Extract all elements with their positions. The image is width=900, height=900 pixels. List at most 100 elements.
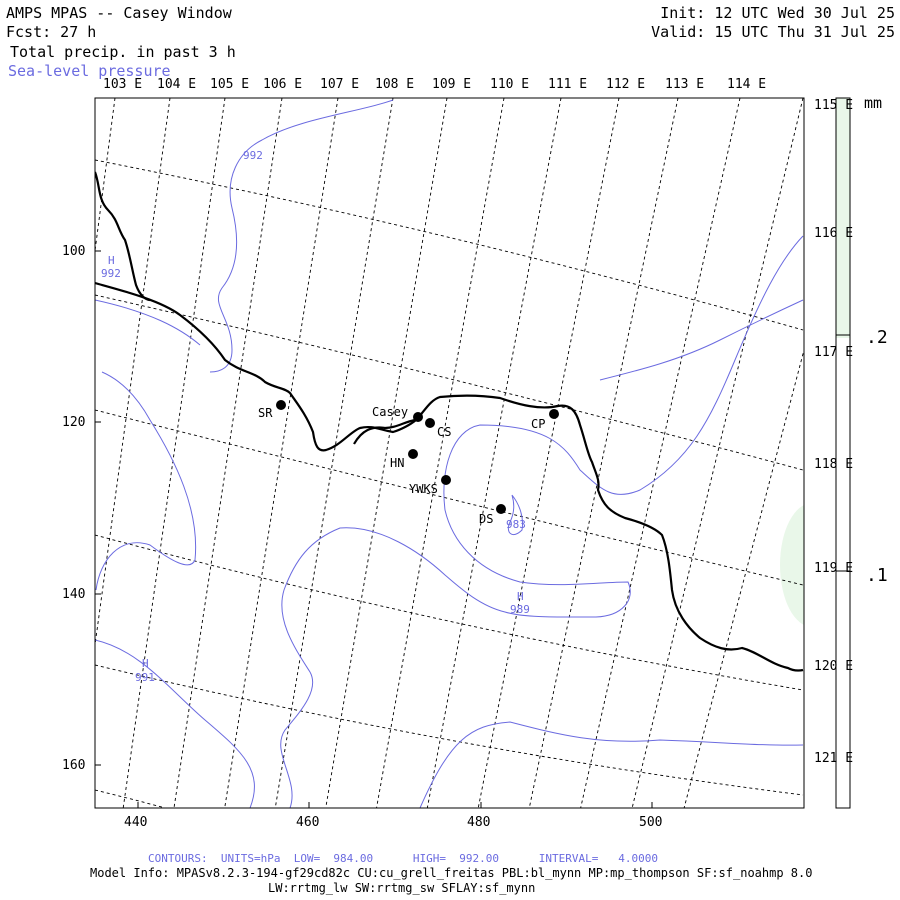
lon-label-right: 115 E xyxy=(814,98,854,113)
longitude-line xyxy=(683,348,804,808)
pressure-high-mark: H xyxy=(517,590,524,603)
station-marker[interactable] xyxy=(276,400,286,410)
lon-label: 113 E xyxy=(665,77,705,92)
model-info: Model Info: MPASv8.2.3-194-gf29cd82c CU:… xyxy=(90,866,813,880)
lon-label: 106 E xyxy=(263,77,303,92)
latitude-line xyxy=(95,534,804,691)
pressure-contours xyxy=(95,99,804,808)
pressure-value: 992 xyxy=(243,149,263,162)
x-tick-label: 500 xyxy=(639,815,663,830)
precip-shading xyxy=(780,504,804,626)
lon-label: 111 E xyxy=(548,77,588,92)
contour-line xyxy=(280,235,804,808)
latitude-line xyxy=(95,789,167,808)
station-marker[interactable] xyxy=(425,418,435,428)
pressure-value: 992 xyxy=(101,267,121,280)
lon-label: 103 E xyxy=(103,77,143,92)
pressure-high-mark: H xyxy=(108,254,115,267)
longitude-line xyxy=(173,98,283,808)
pressure-value: 989 xyxy=(510,603,530,616)
lon-label-right: 119 E xyxy=(814,561,854,576)
coastline xyxy=(95,171,804,672)
colorbar-unit: mm xyxy=(864,94,883,112)
contour-line xyxy=(95,639,255,808)
station-marker[interactable] xyxy=(408,449,418,459)
longitude-line xyxy=(95,98,171,649)
pressure-value: 983 xyxy=(506,518,526,531)
longitude-line xyxy=(477,98,620,808)
contour-info: CONTOURS: UNITS=hPa LOW= 984.00 HIGH= 99… xyxy=(148,852,658,865)
x-tick-label: 480 xyxy=(467,815,491,830)
lon-label-right: 121 E xyxy=(814,751,854,766)
longitude-line xyxy=(224,98,339,808)
y-tick-label: 100 xyxy=(62,244,86,259)
longitude-line xyxy=(426,98,562,808)
colorbar-tick-label: .2 xyxy=(866,327,888,348)
coastline-west xyxy=(95,171,151,302)
longitude-line xyxy=(95,98,116,255)
pressure-value: 991 xyxy=(135,671,155,684)
colorbar-tick-label: .1 xyxy=(866,565,888,586)
station-label: YWKS xyxy=(409,482,438,496)
station-marker[interactable] xyxy=(441,475,451,485)
lon-label: 114 E xyxy=(727,77,767,92)
station-marker[interactable] xyxy=(549,409,559,419)
contour-line xyxy=(95,371,197,591)
pressure-high-mark: H xyxy=(142,657,149,670)
contour-field-description: Sea-level pressure xyxy=(8,62,171,80)
longitude-line xyxy=(631,98,804,808)
lon-label: 112 E xyxy=(606,77,646,92)
field-description: Total precip. in past 3 h xyxy=(10,43,236,61)
station-label: Casey xyxy=(372,405,409,419)
forecast-hour: Fcst: 27 h xyxy=(6,23,97,41)
station-label: SR xyxy=(258,406,273,420)
longitude-line xyxy=(325,98,448,808)
latitude-line xyxy=(95,664,804,796)
lon-label-right: 117 E xyxy=(814,345,854,360)
longitude-line xyxy=(376,98,505,808)
latitude-line xyxy=(95,159,804,331)
lon-label-right: 120 E xyxy=(814,659,854,674)
lon-label-right: 118 E xyxy=(814,457,854,472)
contour-line xyxy=(419,721,804,808)
lon-label-right: 116 E xyxy=(814,226,854,241)
lon-label: 104 E xyxy=(157,77,197,92)
contour-line xyxy=(599,299,804,381)
longitude-line xyxy=(580,98,741,808)
station-label: CS xyxy=(437,425,452,439)
coastline-main xyxy=(95,281,804,672)
colorbar-fill xyxy=(836,98,850,338)
lon-label: 105 E xyxy=(210,77,250,92)
physics-info: LW:rrtmg_lw SW:rrtmg_sw SFLAY:sf_mynn xyxy=(268,881,536,895)
init-time: Init: 12 UTC Wed 30 Jul 25 xyxy=(660,4,895,22)
station-marker[interactable] xyxy=(413,412,423,422)
map-frame xyxy=(94,97,805,809)
station-label: HN xyxy=(390,456,405,470)
coastline-inner xyxy=(353,418,416,445)
contour-line xyxy=(507,494,523,535)
valid-time: Valid: 15 UTC Thu 31 Jul 25 xyxy=(651,23,895,41)
lon-label: 110 E xyxy=(490,77,530,92)
x-tick-label: 440 xyxy=(124,815,148,830)
latitude-line xyxy=(95,294,804,471)
axis-ticks xyxy=(95,250,653,808)
colorbar-frame xyxy=(835,97,851,809)
x-tick-label: 460 xyxy=(296,815,320,830)
station-marker[interactable] xyxy=(496,504,506,514)
longitude-line xyxy=(274,98,394,808)
colorbar xyxy=(835,97,851,809)
map-title: AMPS MPAS -- Casey Window xyxy=(6,4,232,22)
y-tick-label: 160 xyxy=(62,758,86,773)
contour-line xyxy=(95,299,201,346)
station-label: CP xyxy=(531,417,546,431)
y-tick-label: 120 xyxy=(62,415,86,430)
lon-label: 107 E xyxy=(320,77,360,92)
lon-label: 108 E xyxy=(375,77,415,92)
lon-label: 109 E xyxy=(432,77,472,92)
longitude-line xyxy=(122,98,226,808)
longitude-line xyxy=(528,98,679,808)
contour-line xyxy=(209,99,394,373)
y-tick-label: 140 xyxy=(62,587,86,602)
station-label: DS xyxy=(479,512,494,526)
